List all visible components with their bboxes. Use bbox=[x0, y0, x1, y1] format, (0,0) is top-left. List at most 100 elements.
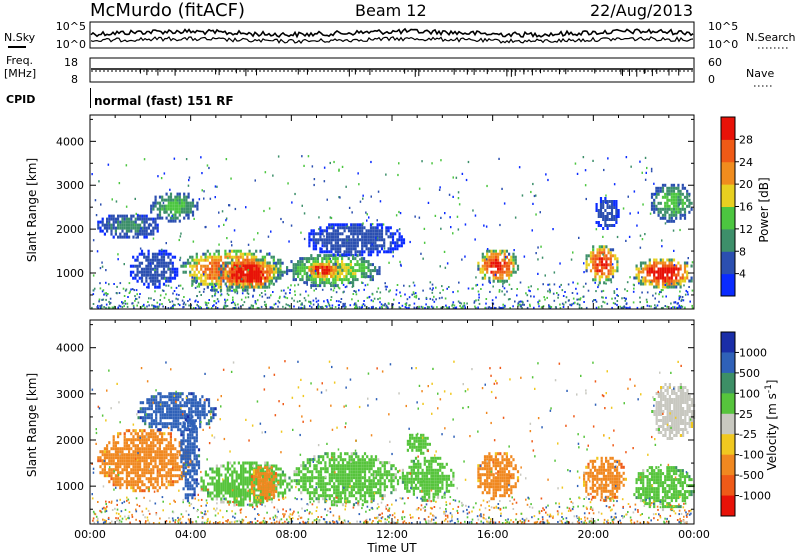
power-cell bbox=[275, 279, 278, 283]
velocity-cell bbox=[178, 477, 181, 481]
power-cell bbox=[123, 226, 126, 230]
power-cell bbox=[378, 235, 381, 239]
velocity-cell bbox=[139, 410, 142, 414]
power-speckle bbox=[290, 224, 293, 227]
velocity-cell bbox=[125, 480, 128, 484]
velocity-cell bbox=[192, 419, 195, 423]
velocity-cell bbox=[183, 422, 186, 426]
power-cell bbox=[332, 281, 335, 285]
velocity-cell bbox=[148, 401, 151, 405]
velocity-cell bbox=[184, 418, 187, 422]
power-cell bbox=[503, 279, 506, 283]
power-cell bbox=[603, 248, 606, 252]
power-cell bbox=[200, 273, 203, 277]
power-speckle bbox=[537, 258, 539, 261]
velocity-cell bbox=[132, 429, 135, 433]
velocity-cell bbox=[125, 483, 128, 487]
power-cell bbox=[365, 266, 368, 270]
power-cell bbox=[119, 214, 122, 218]
power-cell bbox=[150, 229, 153, 233]
power-cell bbox=[248, 252, 251, 256]
power-cell bbox=[217, 273, 220, 277]
power-cell bbox=[106, 229, 109, 233]
power-cell bbox=[380, 244, 384, 248]
velocity-cell bbox=[132, 486, 135, 490]
power-clutter bbox=[294, 284, 296, 287]
power-clutter bbox=[436, 306, 438, 309]
velocity-cell bbox=[180, 439, 183, 443]
velocity-cell bbox=[147, 444, 150, 448]
power-clutter bbox=[152, 306, 155, 309]
power-cell bbox=[356, 226, 359, 230]
power-cell bbox=[666, 219, 669, 223]
power-clutter bbox=[273, 303, 276, 306]
power-cell bbox=[679, 264, 682, 268]
velocity-cell bbox=[136, 450, 139, 454]
power-cell bbox=[354, 238, 357, 242]
power-clutter bbox=[224, 298, 226, 301]
velocity-cell bbox=[177, 419, 180, 423]
power-clutter bbox=[207, 306, 210, 309]
power-cell bbox=[356, 254, 359, 258]
power-cell bbox=[132, 276, 135, 280]
velocity-cell bbox=[132, 477, 135, 481]
power-cell bbox=[172, 207, 175, 211]
power-speckle bbox=[330, 216, 333, 220]
power-cell bbox=[611, 275, 615, 279]
power-cell bbox=[128, 220, 131, 224]
power-cell bbox=[499, 261, 502, 265]
power-cell bbox=[600, 260, 604, 264]
power-speckle bbox=[227, 257, 229, 260]
power-clutter bbox=[132, 304, 135, 307]
power-colorbar-label: Power [dB] bbox=[757, 177, 771, 242]
power-cell bbox=[191, 279, 194, 283]
power-cell bbox=[319, 262, 322, 266]
power-cell bbox=[158, 258, 161, 262]
power-cell bbox=[158, 207, 162, 211]
power-cell bbox=[167, 279, 170, 283]
velocity-cell bbox=[178, 468, 181, 472]
velocity-cell bbox=[174, 404, 178, 408]
velocity-cell bbox=[215, 470, 218, 474]
power-cell bbox=[183, 201, 186, 205]
power-clutter bbox=[646, 301, 648, 304]
power-clutter bbox=[283, 295, 286, 298]
power-cell bbox=[167, 261, 170, 265]
velocity-cell bbox=[136, 444, 139, 448]
power-clutter bbox=[158, 305, 160, 308]
power-cell bbox=[341, 238, 344, 242]
power-cell bbox=[492, 264, 495, 268]
power-cell bbox=[512, 261, 515, 265]
velocity-cell bbox=[191, 496, 194, 500]
power-cell bbox=[143, 270, 146, 274]
power-cell bbox=[253, 270, 256, 274]
velocity-cell bbox=[114, 474, 117, 478]
power-cell bbox=[587, 254, 590, 258]
power-cell bbox=[275, 264, 278, 268]
power-clutter bbox=[216, 298, 219, 301]
power-speckle bbox=[338, 196, 340, 199]
power-cell bbox=[688, 279, 691, 283]
velocity-cell bbox=[233, 470, 236, 474]
velocity-cell bbox=[279, 476, 282, 480]
velocity-cell bbox=[222, 485, 225, 489]
power-speckle bbox=[343, 253, 345, 256]
velocity-cell bbox=[242, 479, 245, 483]
power-cell bbox=[659, 216, 662, 220]
power-cell bbox=[139, 214, 142, 218]
velocity-cell bbox=[224, 491, 227, 495]
velocity-cell bbox=[150, 419, 153, 423]
power-cell bbox=[589, 251, 593, 255]
velocity-cell bbox=[139, 429, 142, 433]
velocity-cell bbox=[136, 453, 139, 457]
power-clutter bbox=[310, 302, 312, 305]
power-clutter bbox=[425, 298, 428, 300]
velocity-cell bbox=[156, 477, 159, 481]
power-clutter bbox=[232, 301, 234, 304]
power-cell bbox=[372, 238, 375, 242]
power-cell bbox=[233, 288, 236, 292]
power-cell bbox=[595, 209, 598, 212]
power-cell bbox=[217, 252, 220, 256]
power-cell bbox=[481, 252, 484, 256]
power-cell bbox=[191, 198, 195, 202]
